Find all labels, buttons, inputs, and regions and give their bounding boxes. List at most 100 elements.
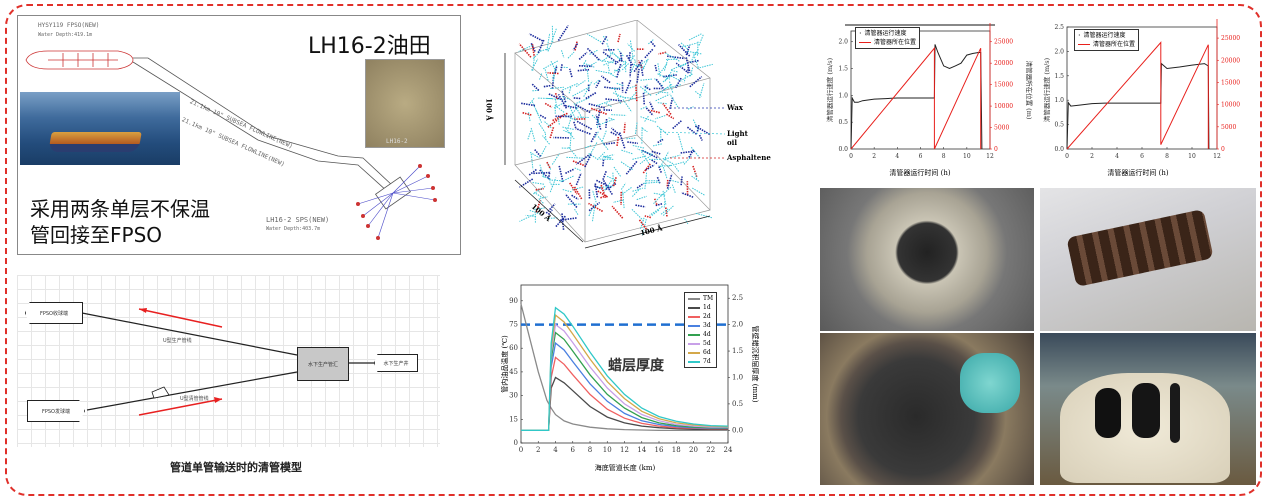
pig1-ylabel: 清管器运行速度 (m/s) [825,57,834,122]
molecule-chain [595,109,601,126]
molecule-chain [569,182,578,195]
sps-depth: Water Depth:403.7m [266,226,321,232]
molecule-chain [627,43,636,52]
molecule-chain [557,93,568,109]
molecule-chain [528,33,544,42]
molecule-chain [568,146,578,158]
molecule-chain [662,164,668,179]
molecule-chain [594,131,599,138]
y-right-tick-label: 0.5 [732,400,743,408]
series-line-7d [521,306,729,431]
molecular-cube [504,20,726,249]
legend-item: 3d [688,321,713,330]
y-right-tick-label: 15000 [994,82,1013,89]
molecule-chain [643,181,660,184]
molecule-chain [641,151,651,166]
node-fpso-launcher[interactable]: FPSO发球端 [27,400,85,422]
molecule-chain [634,122,638,134]
molecule-chain [671,69,679,73]
molecule-chain [611,114,627,116]
molecule-chain [680,42,688,50]
molecule-chain [692,119,699,131]
molecule-chain [586,69,590,82]
y-tick-label: 2.0 [1054,48,1064,55]
molecule-chain [575,172,582,186]
node-fpso-receiver[interactable]: FPSO收球端 [25,302,83,324]
molecule-chain [591,114,600,123]
y-right-tick-label: 5000 [1221,124,1236,131]
molecule-chain [695,212,713,219]
x-tick-label: 2 [1090,153,1094,160]
molecule-chain [616,82,625,87]
molecule-chain [594,185,603,190]
molecule-chain [537,48,550,53]
legend-item: 清管器所在位置 [859,38,916,47]
molecule-chain [643,85,651,91]
molecule-chain [552,70,556,82]
node-subsea-manifold[interactable]: 水下生产管汇 [297,347,349,381]
molecule-chain [619,51,623,62]
molecule-chain [532,171,550,175]
molecule-chain [602,156,612,159]
molecule-chain [519,214,535,222]
legend-item: · 清管器运行速度 [1078,31,1126,40]
molecule-chain [602,180,614,196]
molecule-chain [652,143,663,147]
pig-icon [151,386,170,399]
molecule-chain [578,51,588,60]
molecule-chain [560,63,563,71]
molecule-chain [685,45,691,56]
molecule-chain [546,161,551,169]
molecule-chain [558,165,564,183]
molecule-chain [566,156,583,159]
molecule-chain [561,50,565,58]
molecule-chain [616,47,624,57]
molecule-chain [696,123,700,132]
molecule-chain [576,97,590,104]
molecule-chain [554,92,559,100]
molecule-chain [530,153,534,170]
molecule-chain [666,161,685,168]
node-label: 水下生产井 [383,360,409,367]
legend-label: 清管器所在位置 [1093,41,1136,48]
molecule-chain [545,203,556,214]
legend-swatch [688,342,700,345]
x-tick-label: 0 [849,153,853,160]
molecule-chain [637,59,649,67]
molecule-chain [529,151,540,159]
molecule-chain [684,218,689,225]
molecule-chain [618,132,626,150]
molecule-chain [547,72,559,75]
molecule-chain [604,98,622,102]
molecule-chain [599,194,607,199]
fpso-ship [48,132,142,152]
molecule-chain [612,172,615,185]
molecule-chain [636,148,652,155]
molecule-chain [659,151,670,168]
molecule-chain [543,84,551,88]
molecule-chain [663,201,666,208]
molecule-chain [651,209,660,216]
molecule-chain [640,116,657,123]
molecule-chain [595,80,601,89]
molecule-chain [583,62,595,68]
molecule-chain [666,113,675,120]
y-tick-label: 0.5 [838,119,848,126]
molecule-chain [644,215,652,219]
x-tick-label: 18 [672,446,681,454]
molecule-chain [664,71,672,82]
x-tick-label: 20 [689,446,698,454]
molecule-chain [563,129,572,135]
node-subsea-well[interactable]: 水下生产井 [374,354,418,372]
production-flow-arrow [138,308,223,328]
molecule-chain [538,207,546,210]
label-wax: Wax [727,103,743,112]
molecule-chain [533,191,544,199]
pigging-model-diagram: FPSO收球端 FPSO发球端 水下生产管汇 水下生产井 U型生产管线 U型清管… [17,275,440,447]
molecule-chain [547,43,553,52]
legend-item: 2d [688,312,713,321]
molecule-chain [648,101,654,110]
legend-label: 清管器所在位置 [874,39,917,46]
field-layout-panel: HYSY119 FPSO(NEW) Water Depth:419.1m LH1… [17,15,461,255]
series-line-清管器运行速度 [850,44,983,150]
